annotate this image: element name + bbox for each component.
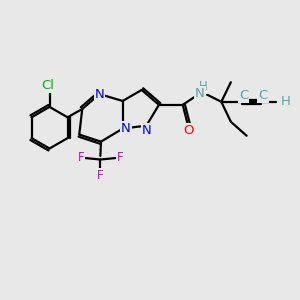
Text: H: H	[281, 95, 291, 108]
Text: F: F	[77, 151, 84, 164]
Text: N: N	[195, 87, 205, 100]
Text: N: N	[94, 88, 104, 100]
Text: C: C	[239, 89, 248, 102]
Text: H: H	[199, 80, 208, 93]
Text: N: N	[142, 124, 152, 136]
Text: C: C	[258, 89, 268, 102]
Text: F: F	[97, 169, 104, 182]
Text: O: O	[183, 124, 194, 137]
Text: Cl: Cl	[42, 79, 55, 92]
Text: N: N	[121, 122, 130, 135]
Text: F: F	[117, 151, 123, 164]
